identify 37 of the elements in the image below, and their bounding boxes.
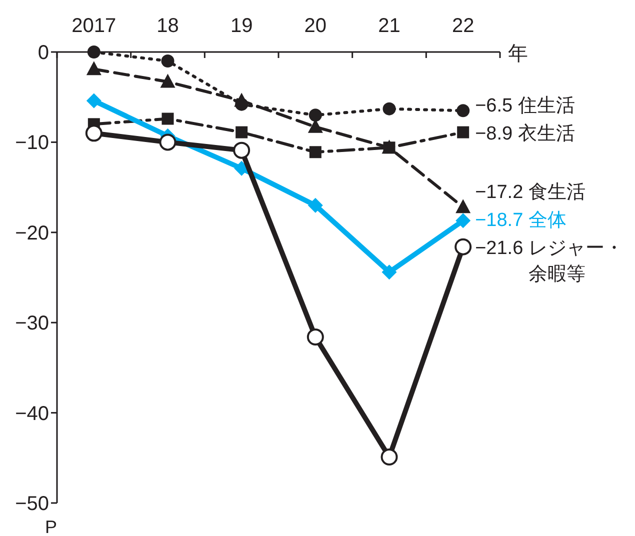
point xyxy=(159,134,176,151)
point xyxy=(86,61,102,76)
point xyxy=(454,238,472,256)
y-tick-label: −10 xyxy=(15,132,49,154)
point xyxy=(233,142,250,159)
point xyxy=(160,74,176,88)
point xyxy=(87,46,100,58)
x-tick-label: 20 xyxy=(304,15,327,37)
y-tick-label: −50 xyxy=(15,493,49,515)
point xyxy=(161,54,174,68)
x-tick-label: 19 xyxy=(230,15,253,37)
y-tick-label: −30 xyxy=(15,312,49,335)
point xyxy=(309,146,322,158)
point xyxy=(162,112,174,125)
point xyxy=(380,448,398,466)
point xyxy=(308,108,322,122)
x-tick-label: 2017 xyxy=(72,15,116,37)
y-tick-label: 0 xyxy=(38,42,49,64)
point xyxy=(382,264,397,280)
y-tick-label: −20 xyxy=(15,222,49,244)
x-tick-label: 22 xyxy=(452,15,474,37)
point xyxy=(306,328,324,346)
point xyxy=(456,199,471,214)
y-axis-title: P xyxy=(44,517,58,536)
point xyxy=(86,93,102,108)
x-tick-label: 21 xyxy=(378,15,400,37)
point xyxy=(456,104,470,118)
point xyxy=(382,102,396,116)
point xyxy=(457,126,470,138)
x-axis-title: 年 xyxy=(508,43,528,65)
point xyxy=(308,198,323,213)
point xyxy=(234,92,250,107)
y-tick-label: −40 xyxy=(15,402,49,425)
point xyxy=(85,124,102,142)
x-tick-label: 18 xyxy=(156,15,179,37)
point xyxy=(456,213,471,228)
point xyxy=(236,126,248,138)
